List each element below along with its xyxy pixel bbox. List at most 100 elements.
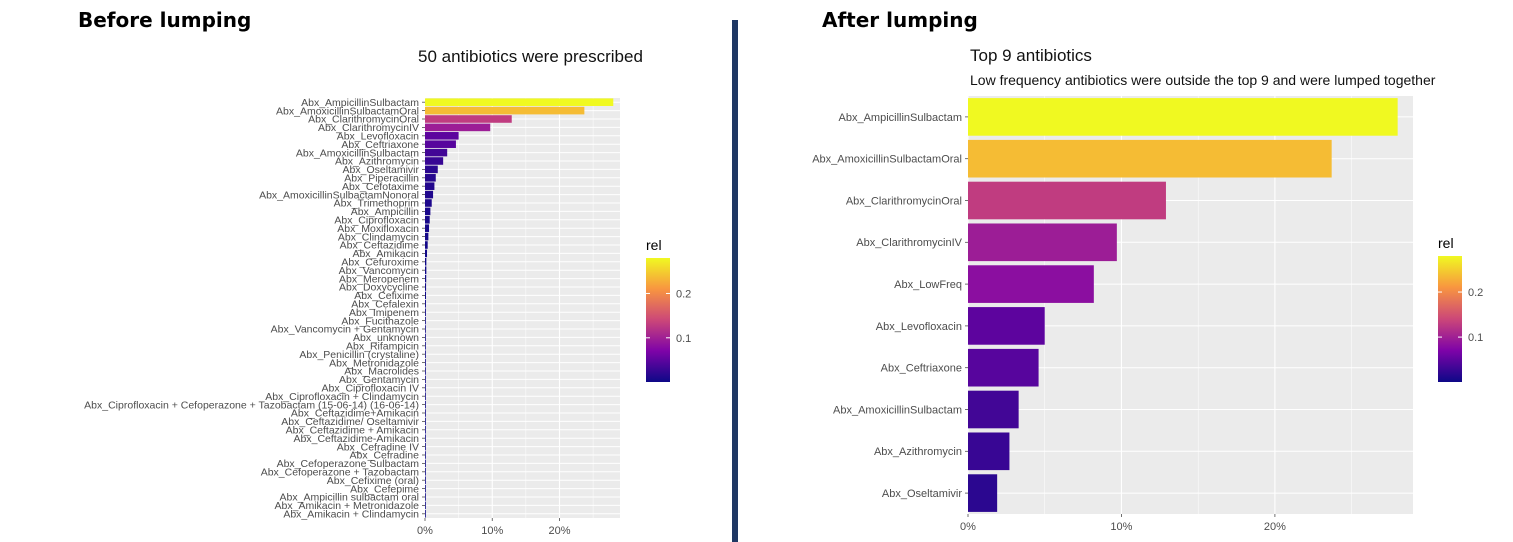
bar-abx-rifampicin <box>425 342 426 350</box>
right-chart-title: Top 9 antibiotics <box>970 46 1092 65</box>
bar-abx-cefradine-iv <box>425 442 426 451</box>
y-tick-label: Abx_Trimethoprim <box>334 198 420 210</box>
y-tick-label: Abx_Amikacin + Clindamycin <box>283 508 419 520</box>
bar-abx-amoxicillinsulbactamoral <box>968 139 1332 178</box>
bar-abx-amoxicillinsulbactamoral <box>425 106 585 115</box>
y-tick-label: Abx_Azithromycin <box>335 156 419 168</box>
x-tick-label: 0% <box>960 521 976 533</box>
y-tick-label: Abx_LowFreq <box>894 279 962 291</box>
y-tick-label: Abx_Clindamycin <box>338 231 419 243</box>
bar-abx-levofloxacin <box>968 307 1045 345</box>
y-tick-label: Abx_Ciprofloxacin + Clindamycin <box>265 391 419 403</box>
bar-abx-vancomycin-gentamycin <box>425 325 426 333</box>
bar-abx-ampicillinsulbactam <box>425 98 614 106</box>
y-tick-label: Abx_Vancomycin <box>339 265 420 277</box>
y-tick-label: Abx_Ampicillin <box>351 206 419 218</box>
bar-abx-clindamycin <box>425 232 429 241</box>
y-tick-label: Abx_Levofloxacin <box>876 321 962 333</box>
y-tick-label: Abx_Cefotaxime <box>342 181 419 193</box>
y-tick-label: Abx_Cefuroxime <box>341 256 419 268</box>
x-tick-label: 0% <box>417 525 433 537</box>
y-tick-label: Abx_Ceftazidime <box>340 240 420 252</box>
bar-abx-ceftriaxone <box>425 140 456 148</box>
bar-abx-cefixime <box>425 291 427 300</box>
y-tick-label: Abx_Moxifloxacin <box>337 223 419 235</box>
bar-abx-ampicillin-sulbactam-oral <box>425 493 426 501</box>
bar-abx-amoxicillinsulbactam <box>425 148 448 157</box>
bar-abx-penicillin-crystaline- <box>425 350 426 358</box>
bar-abx-azithromycin <box>968 432 1010 471</box>
bar-abx-clarithromycinoral <box>425 115 512 123</box>
bar-abx-ampicillinsulbactam <box>968 98 1398 136</box>
y-tick-label: Abx_Macrolides <box>344 366 419 378</box>
y-tick-label: Abx_Cefoperazone + Tazobactam <box>261 466 420 478</box>
x-tick-label: 20% <box>548 525 570 537</box>
y-tick-label: Abx_Doxycycline <box>339 282 419 294</box>
y-tick-label: Abx_Levofloxacin <box>337 130 419 142</box>
right-chart-subtitle: Low frequency antibiotics were outside t… <box>970 72 1436 88</box>
y-tick-label: Abx_Cefalexin <box>351 298 419 310</box>
bar-abx-clarithromyciniv <box>968 223 1117 262</box>
bar-abx-oseltamivir <box>425 165 438 174</box>
y-tick-label: Abx_Gentamycin <box>339 374 419 386</box>
bar-abx-amikacin-clindamycin <box>425 510 426 518</box>
x-tick-label: 10% <box>481 525 503 537</box>
x-tick-label: 10% <box>1110 521 1132 533</box>
y-tick-label: Abx_Cefixime (oral) <box>327 475 419 487</box>
bar-abx-clarithromyciniv <box>425 123 491 132</box>
y-tick-label: Abx_Fucithazole <box>341 315 419 327</box>
bar-abx-doxycycline <box>425 283 427 291</box>
legend-tick-label: 0.1 <box>676 333 691 345</box>
y-tick-label: Abx_Ceftazidime-Amikacin <box>294 433 420 445</box>
y-tick-label: Abx_AmoxicillinSulbactam <box>296 147 419 159</box>
bar-abx-cefoperazone-tazobactam <box>425 468 426 476</box>
y-tick-label: Abx_Imipenem <box>349 307 419 319</box>
bar-abx-ciprofloxacin-iv <box>425 384 426 392</box>
y-tick-label: Abx_Oseltamivir <box>882 488 962 500</box>
y-tick-label: Abx_Amikacin + Metronidazole <box>275 500 420 512</box>
bar-abx-cefoperazone-sulbactam <box>425 459 426 468</box>
y-tick-label: Abx_Amikacin <box>352 248 419 260</box>
bar-abx-ceftazidime <box>425 241 428 249</box>
bar-abx-lowfreq <box>968 265 1094 303</box>
y-tick-label: Abx_Ceftazidime+Amikacin <box>291 408 419 420</box>
y-tick-label: Abx_AmoxicillinSulbactamNonoral <box>259 189 419 201</box>
bar-abx-oseltamivir <box>968 474 998 512</box>
bar-abx-cefalexin <box>425 300 426 308</box>
bar-abx-clarithromycinoral <box>968 181 1166 220</box>
bar-abx-ceftazidime-amikacin <box>425 434 426 442</box>
legend-tick-label: 0.2 <box>1468 287 1483 299</box>
y-tick-label: Abx_Azithromycin <box>874 446 962 458</box>
bar-abx-amoxicillinsulbactam <box>968 390 1019 429</box>
y-tick-label: Abx_unknown <box>353 332 419 344</box>
chart-0-panel <box>425 98 620 518</box>
x-tick-label: 20% <box>1264 521 1286 533</box>
y-tick-label: Abx_Ceftazidime + Amikacin <box>286 424 420 436</box>
bar-abx-cefepime <box>425 484 426 493</box>
bar-abx-ampicillin <box>425 207 431 216</box>
y-tick-label: Abx_Oseltamivir <box>343 164 420 176</box>
y-tick-label: Abx_Meropenem <box>339 273 419 285</box>
y-tick-label: Abx_AmpicillinSulbactam <box>301 97 419 109</box>
bar-abx-meropenem <box>425 274 427 283</box>
y-tick-label: Abx_Cefepime <box>350 483 419 495</box>
legend-title: rel <box>646 237 662 253</box>
y-tick-label: Abx_Ciprofloxacin IV <box>322 382 419 394</box>
bar-abx-ceftazidime-amikacin <box>425 409 426 417</box>
legend-colorbar <box>1438 256 1462 382</box>
bar-abx-unknown <box>425 333 426 342</box>
before-lumping-heading: Before lumping <box>78 8 252 32</box>
y-tick-label: Abx_Rifampicin <box>346 340 419 352</box>
y-tick-label: Abx_ClarithromycinIV <box>318 122 419 134</box>
bar-abx-cefixime-oral- <box>425 476 426 484</box>
y-tick-label: Abx_Ciprofloxacin + Cefoperazone + Tazob… <box>84 399 419 411</box>
bar-abx-gentamycin <box>425 375 426 384</box>
y-tick-label: Abx_Metronidazole <box>329 357 419 369</box>
bar-abx-ceftazidime-amikacin <box>425 426 426 434</box>
left-chart-title: 50 antibiotics were prescribed <box>418 47 643 66</box>
y-tick-label: Abx_Ciprofloxacin <box>334 214 419 226</box>
y-tick-label: Abx_ClarithromycinOral <box>846 195 962 207</box>
bar-abx-cefradine <box>425 451 426 459</box>
bar-abx-ciprofloxacin-clindamycin <box>425 392 426 400</box>
y-tick-label: Abx_Ceftazidime/ Oseltamivir <box>281 416 419 428</box>
